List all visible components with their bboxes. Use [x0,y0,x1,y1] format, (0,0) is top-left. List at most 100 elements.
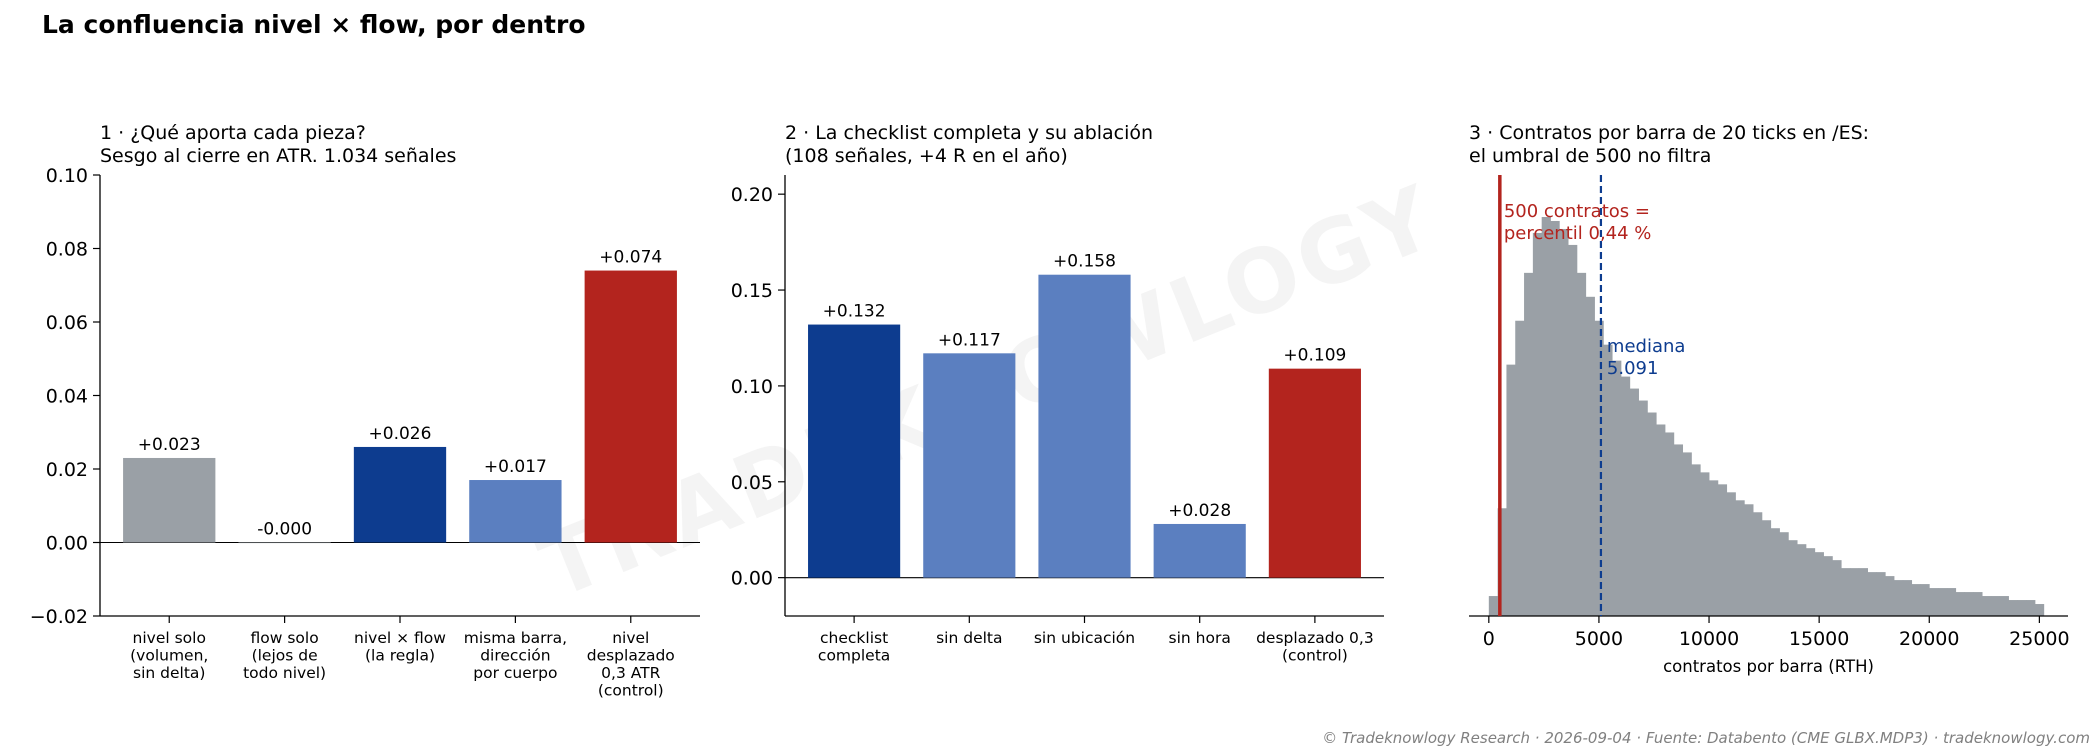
panel-3-hist-bar [1735,500,1745,616]
panel-2-data-label: +0.117 [938,330,1001,350]
panel-1-y-tick-label: 0.08 [46,239,88,261]
panel-1-x-tick-label: nivel solo [133,629,206,647]
panel-1-y-tick-label: 0.10 [46,165,88,187]
panel-1-bar [238,542,331,544]
panel-2-x-tick-label: (control) [1282,647,1348,665]
panel-3-hist-bar [1964,592,1974,616]
panel-3-hist-bar [1541,217,1551,616]
panel-3-hist-bar [1894,580,1904,616]
panel-2-x-tick-label: sin ubicación [1034,629,1135,647]
panel-3-hist-bar [1629,388,1639,616]
panel-1-x-tick-label: nivel × flow [354,629,446,647]
panel-3-hist-bar [1656,424,1666,616]
panel-3-hist-bar [1709,480,1719,616]
panel-3-x-tick-label: 0 [1483,628,1495,650]
panel-3-hist-bar [2017,600,2027,616]
panel-3-hist-bar [2008,600,2018,616]
panel-1-data-label: -0.000 [257,520,312,540]
panel-3-hist-bar [1515,320,1525,616]
panel-1-data-label: +0.074 [599,248,662,268]
panel-3-chart: 0 5000 10000 15000 20000 25000 contratos por b… [1469,175,2070,676]
panel-3-hist-bar [1761,520,1772,616]
panel-3-hist-bar [1691,464,1701,616]
panel-3-median-label-line1: mediana [1607,336,1686,357]
panel-3-hist-bar [2034,604,2045,616]
panel-1-y-tick-label: 0.06 [46,312,88,334]
panel-2-bar [1268,368,1361,578]
panel-3-title-line1: 3 · Contratos por barra de 20 ticks en /… [1469,122,1870,144]
panel-1-data-label: +0.017 [484,457,547,477]
panel-1-data-label: +0.023 [138,435,201,455]
panel-3-hist-bar [1797,544,1807,616]
panel-1-title: 1 · ¿Qué aporta cada pieza? Sesgo al cie… [100,122,456,168]
panel-3-hist-bar [1779,532,1789,616]
panel-2-title-line2: (108 señales, +4 R en el año) [785,145,1068,167]
panel-3-hist-bar [1832,560,1842,616]
panel-3-hist-bar [1946,588,1957,616]
panel-1-bar [469,480,562,543]
panel-3-x-tick-label: 5000 [1575,628,1623,650]
panel-3-hist-bar [1700,472,1710,616]
panel-2-y-tick-label: 0.15 [731,280,773,302]
panel-3-hist-bar [1726,492,1736,616]
panel-3-hist-bar [1673,444,1684,616]
panel-2-y-tick-label: 0.20 [731,184,773,206]
panel-3-hist-bar [1973,592,1983,616]
panel-3-hist-bar [1647,412,1657,616]
panel-3-hist-bar [1902,580,1913,616]
panel-3-hist-bar [1770,528,1780,616]
panel-3-hist-bar [1559,228,1569,616]
panel-3-hist-bar [1497,508,1507,616]
panel-3-hist-bar [1982,596,1992,616]
panel-1-y-tick-label: 0.04 [46,386,88,408]
panel-2-y-tick-label: 0.05 [731,472,773,494]
panel-2-data-label: +0.109 [1283,346,1346,366]
panel-2-data-label: +0.028 [1168,501,1231,521]
panel-3-hist-bar [1550,220,1560,617]
panel-3-hist-bar [1788,540,1798,616]
panel-2-bar [1038,274,1131,578]
panel-1-x-tick-label: flow solo [251,629,319,647]
panel-3-hist-bar [1664,432,1675,616]
panel-3-hist-bar [1841,568,1851,616]
panel-3-hist-bar [1920,584,1930,616]
panel-2-data-label: +0.132 [823,302,886,322]
panel-1-x-tick-label: nivel [612,629,649,647]
panel-3-hist-bar [1717,484,1728,616]
panel-2-x-tick-label: sin hora [1169,629,1231,647]
panel-2-x-tick-label: sin delta [936,629,1002,647]
panel-1-y-tick-label: 0.00 [46,533,88,555]
panel-1-chart: −0.02 0.00 0.02 0.04 0.06 0.08 0.10 +0.023 nivel… [30,165,700,700]
panel-3-hist-bar [1858,568,1868,616]
panel-1-bar [584,270,677,543]
panel-3-x-tick-label: 10000 [1679,628,1739,650]
panel-3-hist-bar [1867,572,1877,616]
footer-credits: © Tradeknowlogy Research · 2026-09-04 · … [1322,729,2090,747]
panel-1-x-tick-label: (control) [598,682,664,700]
figure-title: La confluencia nivel × flow, por dentro [42,10,586,39]
panel-1-x-tick-label: todo nivel) [243,664,326,682]
panel-2-x-tick-label: desplazado 0,3 [1256,629,1374,647]
panel-1-x-tick-label: (lejos de [252,647,318,665]
panel-1-x-tick-label: por cuerpo [473,664,557,682]
panel-3-hist-bar [1753,512,1763,616]
panel-1-bar [353,446,447,543]
panel-1-y-tick-label: 0.02 [46,459,88,481]
panel-3-x-tick-label: 15000 [1789,628,1849,650]
panel-3-hist-bar [1568,244,1578,616]
panel-1-data-label: +0.026 [369,424,432,444]
panel-3-hist-bar [1682,452,1692,616]
panel-1-bar [123,457,216,543]
panel-2-chart: 0.00 0.05 0.10 0.15 0.20 +0.132 checklistcompl… [731,175,1384,665]
panel-3-hist-bar [1594,320,1604,616]
panel-3-x-tick-label: 20000 [1899,628,1959,650]
panel-3-hist-bar [1911,584,1921,616]
panel-3-x-tick-label: 25000 [2009,628,2069,650]
panel-2-x-tick-label: checklist [820,629,888,647]
panel-3-hist-bar [1524,272,1534,616]
panel-3-hist-bar [1990,596,2001,616]
panel-1-x-tick-label: (la regla) [365,647,435,665]
panel-1-x-tick-label: dirección [480,647,550,665]
panel-3-hist-bar [1506,364,1516,616]
panel-3-hist-bar [1620,376,1631,616]
